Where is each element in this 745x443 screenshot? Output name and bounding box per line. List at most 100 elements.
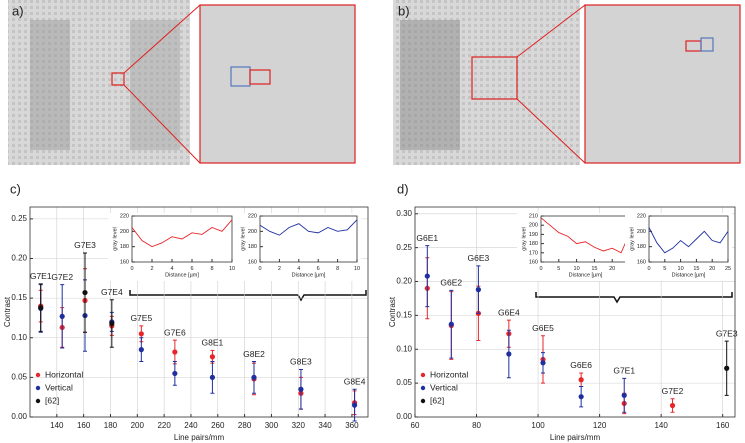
- x-axis-title: Distance [µm]: [165, 272, 199, 278]
- point-label: G7E2: [51, 272, 73, 282]
- x-axis-title: Distance [µm]: [672, 272, 706, 278]
- x-tick-label: 0: [647, 266, 650, 272]
- x-tick-label: 140: [50, 421, 64, 430]
- data-point: [38, 305, 44, 311]
- data-point: [109, 320, 115, 327]
- legend-marker: [35, 372, 41, 378]
- x-tick-label: 240: [184, 421, 198, 430]
- x-tick-label: 360: [345, 421, 359, 430]
- point-label: G8E1: [202, 338, 224, 348]
- x-tick-label: 160: [716, 421, 730, 430]
- x-tick-label: 10: [574, 266, 580, 272]
- y-tick-label: 220: [637, 213, 646, 219]
- x-tick-label: 2: [150, 266, 153, 272]
- y-tick-label: 160: [637, 259, 646, 265]
- image-b: [393, 0, 741, 165]
- legend-label: Horizontal: [430, 369, 468, 379]
- x-tick-label: 140: [654, 421, 668, 430]
- y-tick-label: 200: [248, 229, 257, 235]
- point-label: G8E2: [243, 349, 265, 359]
- x-tick-label: 340: [318, 421, 332, 430]
- y-tick-label: 160: [529, 259, 538, 265]
- x-axis-title: Distance [µm]: [569, 272, 603, 278]
- y-tick-label: 180: [637, 244, 646, 250]
- data-point: [209, 374, 216, 380]
- data-point: [59, 313, 65, 319]
- data-point: [298, 386, 304, 392]
- data-point: [475, 287, 481, 293]
- y-tick-label: 180: [248, 244, 257, 250]
- inset-background: [517, 213, 634, 281]
- legend-marker: [420, 398, 426, 404]
- x-tick-label: 15: [693, 266, 699, 272]
- y-axis-title: gray level: [521, 227, 527, 251]
- y-tick-label: 0.30: [396, 209, 412, 218]
- y-tick-label: 0.10: [396, 344, 412, 353]
- y-tick-label: 0.05: [396, 378, 412, 387]
- plot-frame: [414, 206, 736, 418]
- x-tick-label: 10: [229, 266, 235, 272]
- y-tick-label: 0.25: [396, 243, 412, 252]
- profile-line: [131, 219, 233, 248]
- data-point: [424, 273, 430, 279]
- y-axis-title: Contrast: [3, 296, 12, 327]
- x-tick-label: 260: [211, 421, 225, 430]
- y-tick-label: 0.20: [396, 277, 412, 286]
- data-point: [540, 360, 546, 366]
- x-tick-label: 15: [591, 266, 597, 272]
- x-tick-label: 320: [292, 421, 306, 430]
- y-tick-label: 200: [120, 229, 129, 235]
- x-tick-label: 0: [539, 266, 542, 272]
- legend-label: Vertical: [45, 382, 73, 392]
- inset-background: [108, 213, 236, 281]
- legend-label: [62]: [430, 395, 444, 405]
- data-point: [138, 331, 144, 337]
- y-tick-label: 200: [637, 229, 646, 235]
- y-tick-label: 0.00: [396, 412, 412, 421]
- y-axis-title: Contrast: [388, 296, 397, 327]
- point-label: G6E5: [532, 323, 554, 333]
- panel-label: c): [10, 181, 21, 196]
- y-axis-title: gray level: [112, 227, 118, 251]
- x-tick-label: 200: [131, 421, 145, 430]
- plot-frame: [131, 215, 233, 263]
- bracket: [535, 292, 733, 304]
- y-tick-label: 160: [120, 259, 129, 265]
- data-point: [172, 370, 178, 377]
- bracket: [129, 290, 367, 302]
- x-tick-label: 0: [258, 266, 261, 272]
- data-point: [621, 392, 627, 398]
- point-label: G6E3: [468, 253, 490, 263]
- data-point: [578, 394, 584, 400]
- y-tick-label: 0.20: [11, 254, 27, 263]
- legend-label: Vertical: [430, 382, 458, 392]
- x-tick-label: 8: [210, 266, 213, 272]
- point-label: G8E3: [290, 357, 312, 367]
- y-axis-title: gray level: [240, 227, 246, 251]
- y-axis-title: gray level: [629, 227, 635, 251]
- data-point: [724, 365, 730, 371]
- x-tick-label: 8: [336, 266, 339, 272]
- x-axis-title: Line pairs/mm: [174, 433, 225, 442]
- inset-background: [236, 213, 361, 281]
- y-tick-label: 0.05: [11, 372, 27, 381]
- y-tick-label: 0.10: [11, 333, 27, 342]
- y-tick-label: 220: [120, 213, 129, 219]
- point-label: G7E3: [716, 328, 738, 338]
- profile-line: [259, 219, 358, 236]
- x-axis-title: Line pairs/mm: [550, 433, 601, 442]
- point-label: G7E1: [613, 366, 635, 376]
- y-tick-label: 210: [529, 213, 538, 219]
- profile-line: [540, 217, 631, 254]
- panel-label: a): [12, 3, 24, 18]
- legend-marker: [35, 385, 41, 391]
- inset-background: [625, 213, 732, 281]
- x-tick-label: 2: [278, 266, 281, 272]
- point-label: G6E1: [416, 233, 438, 243]
- x-tick-label: 60: [411, 421, 420, 430]
- data-point: [209, 354, 216, 360]
- plot-frame: [648, 215, 729, 263]
- x-tick-label: 180: [104, 421, 118, 430]
- x-tick-label: 80: [472, 421, 481, 430]
